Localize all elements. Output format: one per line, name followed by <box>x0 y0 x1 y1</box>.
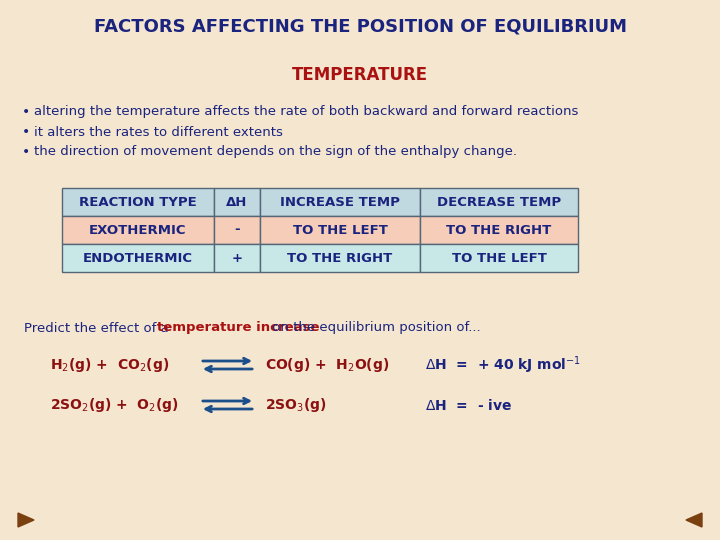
Bar <box>260 244 420 272</box>
Text: altering the temperature affects the rate of both backward and forward reactions: altering the temperature affects the rat… <box>34 105 578 118</box>
Text: •: • <box>22 145 30 159</box>
Text: •: • <box>22 105 30 119</box>
Text: TO THE RIGHT: TO THE RIGHT <box>287 252 392 265</box>
Bar <box>420 188 578 216</box>
Bar <box>420 216 578 244</box>
Bar <box>62 244 214 272</box>
Text: on the equilibrium position of...: on the equilibrium position of... <box>268 321 481 334</box>
Text: TO THE RIGHT: TO THE RIGHT <box>446 224 552 237</box>
Text: 2SO$_3$(g): 2SO$_3$(g) <box>265 396 327 414</box>
Text: -: - <box>234 224 240 237</box>
Polygon shape <box>686 513 702 527</box>
Bar <box>260 188 420 216</box>
Bar <box>214 216 260 244</box>
Bar <box>214 188 260 216</box>
Bar <box>62 188 214 216</box>
Text: •: • <box>22 125 30 139</box>
Bar <box>260 216 420 244</box>
Text: the direction of movement depends on the sign of the enthalpy change.: the direction of movement depends on the… <box>34 145 517 159</box>
Text: EXOTHERMIC: EXOTHERMIC <box>89 224 186 237</box>
Text: REACTION TYPE: REACTION TYPE <box>79 195 197 208</box>
Text: $\Delta$H  =  + 40 kJ mol$^{-1}$: $\Delta$H = + 40 kJ mol$^{-1}$ <box>425 354 581 376</box>
Text: it alters the rates to different extents: it alters the rates to different extents <box>34 125 283 138</box>
Text: Predict the effect of a: Predict the effect of a <box>24 321 173 334</box>
Bar <box>214 244 260 272</box>
Text: +: + <box>232 252 243 265</box>
Text: DECREASE TEMP: DECREASE TEMP <box>437 195 561 208</box>
Text: TO THE LEFT: TO THE LEFT <box>451 252 546 265</box>
Bar <box>62 216 214 244</box>
Text: temperature increase: temperature increase <box>157 321 320 334</box>
Text: 2SO$_2$(g) +  O$_2$(g): 2SO$_2$(g) + O$_2$(g) <box>50 396 179 414</box>
Text: FACTORS AFFECTING THE POSITION OF EQUILIBRIUM: FACTORS AFFECTING THE POSITION OF EQUILI… <box>94 17 626 35</box>
Bar <box>420 244 578 272</box>
Text: ΔH: ΔH <box>226 195 248 208</box>
Text: CO(g) +  H$_2$O(g): CO(g) + H$_2$O(g) <box>265 356 390 374</box>
Text: ENDOTHERMIC: ENDOTHERMIC <box>83 252 193 265</box>
Text: $\Delta$H  =  - ive: $\Delta$H = - ive <box>425 397 512 413</box>
Text: INCREASE TEMP: INCREASE TEMP <box>280 195 400 208</box>
Polygon shape <box>18 513 34 527</box>
Text: TEMPERATURE: TEMPERATURE <box>292 66 428 84</box>
Text: H$_2$(g) +  CO$_2$(g): H$_2$(g) + CO$_2$(g) <box>50 356 169 374</box>
Text: TO THE LEFT: TO THE LEFT <box>292 224 387 237</box>
